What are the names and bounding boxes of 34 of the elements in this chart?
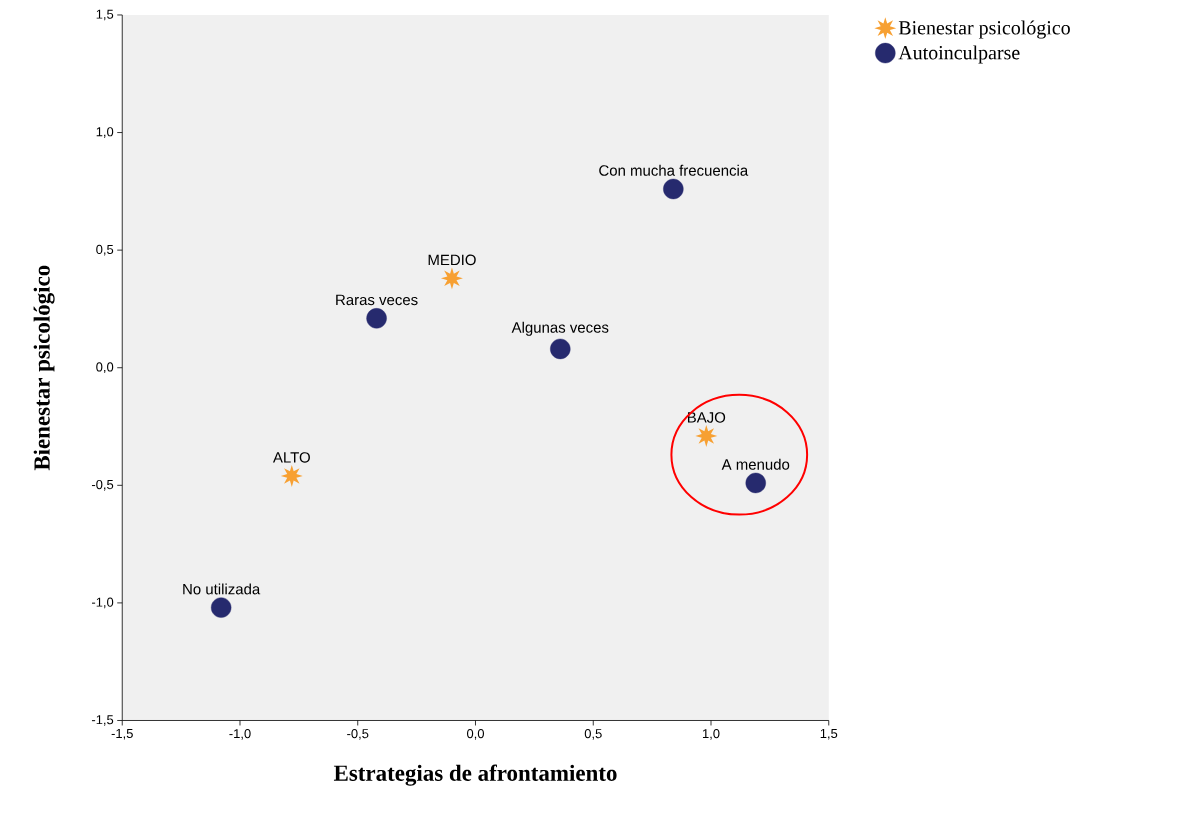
x-tick-label: -1,0 xyxy=(229,728,251,740)
y-tick-label: 1,5 xyxy=(96,9,114,21)
x-tick-label: 0,5 xyxy=(584,728,602,740)
y-tick-label: -0,5 xyxy=(91,479,114,491)
x-tick-label: 1,0 xyxy=(702,728,720,740)
point xyxy=(550,338,571,359)
legend-label: Autoinculparse xyxy=(898,45,1020,64)
x-tick-label: 0,0 xyxy=(467,728,485,740)
x-tick-label: 1,5 xyxy=(820,728,838,740)
legend-label: Bienestar psicológico xyxy=(898,20,1070,39)
y-axis-title: Bienestar psicológico xyxy=(33,265,55,471)
annotation: MEDIO xyxy=(428,254,476,266)
annotation: ALTO xyxy=(272,452,310,463)
point xyxy=(745,472,766,493)
x-axis-title: Estrategias de afrontamiento xyxy=(333,764,617,786)
annotation: Algunas veces xyxy=(511,321,609,336)
y-tick-label: 0,0 xyxy=(96,362,114,373)
point xyxy=(663,178,684,200)
point xyxy=(366,308,387,329)
point xyxy=(210,597,232,618)
x-tick-label: -1,5 xyxy=(111,728,133,740)
point xyxy=(280,464,303,487)
annotation: No utilizada xyxy=(183,583,261,595)
point xyxy=(440,267,463,290)
annotation: A menudo xyxy=(721,458,790,470)
annotation: Con mucha frecuencia xyxy=(599,164,749,176)
annotation: BAJO xyxy=(687,412,726,423)
annotation: Raras veces xyxy=(336,294,418,306)
y-tick-label: 0,5 xyxy=(96,244,114,256)
y-tick-label: -1,0 xyxy=(91,597,114,609)
point xyxy=(695,424,718,447)
x-tick-label: -0,5 xyxy=(347,728,369,740)
y-tick-label: -1,5 xyxy=(91,715,114,726)
y-tick-label: 1,0 xyxy=(96,127,114,138)
